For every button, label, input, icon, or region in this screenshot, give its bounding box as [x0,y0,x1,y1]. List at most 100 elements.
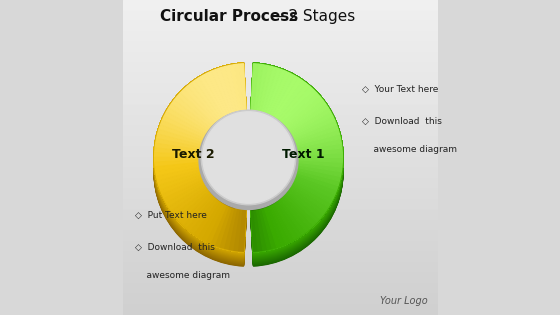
Wedge shape [154,67,246,255]
Wedge shape [258,66,272,113]
Wedge shape [251,68,343,256]
Bar [123,105,437,116]
Wedge shape [251,63,343,252]
Wedge shape [293,134,340,148]
Wedge shape [220,202,237,248]
Wedge shape [251,63,343,252]
Wedge shape [154,68,246,257]
Wedge shape [154,63,246,252]
Wedge shape [251,203,258,251]
Wedge shape [154,77,246,266]
Wedge shape [251,72,343,261]
Wedge shape [184,86,218,124]
Text: awesome diagram: awesome diagram [362,145,457,154]
Wedge shape [154,63,246,252]
Wedge shape [154,69,246,258]
Wedge shape [155,162,203,172]
Bar [123,116,437,126]
Wedge shape [230,65,241,112]
Bar [123,126,437,136]
Wedge shape [161,174,206,194]
Wedge shape [251,63,343,252]
Wedge shape [184,191,218,229]
Wedge shape [255,65,268,112]
Wedge shape [251,69,343,258]
Wedge shape [199,76,226,118]
Wedge shape [251,63,343,252]
Wedge shape [154,63,246,252]
Wedge shape [154,65,246,254]
Wedge shape [271,76,298,118]
Wedge shape [154,65,246,254]
Wedge shape [251,63,343,252]
Wedge shape [251,64,343,252]
Wedge shape [155,148,202,155]
Wedge shape [291,174,337,194]
Wedge shape [273,196,302,237]
Wedge shape [251,65,343,254]
Bar [123,305,437,315]
Wedge shape [251,114,297,210]
Wedge shape [162,116,207,139]
Wedge shape [251,63,343,252]
Wedge shape [251,68,343,257]
Wedge shape [169,104,211,133]
Wedge shape [273,78,302,119]
Wedge shape [251,72,343,261]
Wedge shape [154,63,246,252]
Wedge shape [154,63,246,252]
Wedge shape [154,72,246,261]
Bar [123,284,437,294]
Wedge shape [156,164,203,176]
Wedge shape [258,202,272,249]
Wedge shape [251,76,343,265]
Wedge shape [251,63,343,252]
Wedge shape [251,77,343,266]
Wedge shape [154,63,246,252]
Wedge shape [154,63,246,252]
Wedge shape [154,63,246,252]
Wedge shape [287,104,328,133]
Wedge shape [251,63,343,252]
Bar [123,252,437,262]
Wedge shape [154,63,246,252]
Wedge shape [154,63,246,252]
Bar [123,0,437,10]
Wedge shape [292,125,338,144]
Wedge shape [234,203,244,251]
Wedge shape [154,68,246,256]
Circle shape [203,112,294,203]
Bar [123,73,437,84]
Wedge shape [251,74,343,263]
Wedge shape [154,76,246,264]
Wedge shape [156,139,203,151]
Wedge shape [251,63,343,252]
Wedge shape [251,63,343,252]
Wedge shape [220,67,237,113]
Wedge shape [251,63,343,252]
Wedge shape [253,203,263,251]
Wedge shape [251,64,258,112]
Wedge shape [279,86,313,124]
Wedge shape [177,93,215,127]
Wedge shape [154,63,246,252]
Wedge shape [154,63,246,252]
Wedge shape [169,182,211,211]
Wedge shape [154,63,246,252]
Wedge shape [251,67,343,256]
Bar [123,32,437,42]
Wedge shape [157,169,204,186]
Wedge shape [251,67,343,256]
Wedge shape [251,63,343,252]
Wedge shape [164,112,208,137]
Wedge shape [251,71,343,260]
Bar [123,42,437,53]
Wedge shape [263,68,281,114]
Wedge shape [187,83,220,123]
Wedge shape [154,75,246,264]
Wedge shape [154,74,246,263]
Wedge shape [251,70,343,259]
Wedge shape [251,76,343,264]
Wedge shape [289,178,333,203]
Wedge shape [265,200,286,245]
